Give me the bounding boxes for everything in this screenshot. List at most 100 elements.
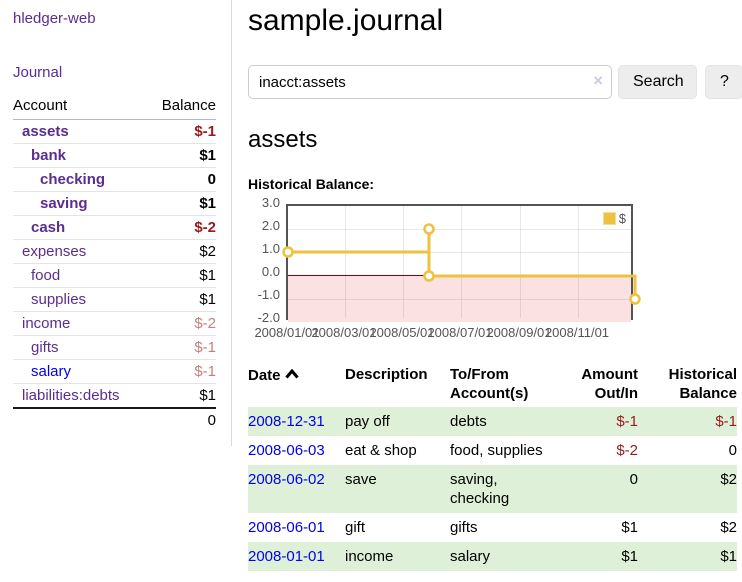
column-header-description[interactable]: Description [345,366,428,383]
y-tick: 3.0 [261,195,280,210]
account-title: assets [248,126,318,153]
x-tick: 2008/03/01 [311,325,377,340]
register-row: 2008-12-31 pay off debts $-1 $-1 [248,407,737,436]
account-row: salary $-1 [13,359,216,384]
account-row: supplies $1 [13,287,216,312]
x-tick: 2008/09/01 [486,325,552,340]
register-row: 2008-06-01 gift gifts $1 $2 [248,513,737,542]
account-row: assets $-1 [13,119,216,144]
x-tick: 2008/11/01 [544,325,610,340]
column-header-accounts[interactable]: To/From Account(s) [450,366,529,402]
account-link-salary[interactable]: salary [31,363,72,380]
transaction-date-link[interactable]: 2008-01-01 [248,548,325,565]
account-link-bank[interactable]: bank [31,147,67,164]
transaction-accounts: food, supplies [450,442,543,459]
account-row: checking 0 [13,167,216,192]
account-balance: $-1 [147,119,216,144]
register-row: 2008-06-02 save saving, checking 0 $2 [248,465,737,513]
brand-link[interactable]: hledger-web [13,10,96,27]
accounts-total-value: 0 [147,407,216,432]
main-content: sample.journal × Search ? assets Histori… [248,0,742,571]
y-tick: -1.0 [257,287,280,302]
account-row: food $1 [13,263,216,288]
transaction-amount: $-2 [616,442,638,459]
column-header-balance[interactable]: Historical Balance [668,366,737,402]
search-input[interactable] [248,65,612,99]
accounts-table: Account Balance assets $-1 bank $1 check… [13,94,216,432]
account-balance: $1 [147,383,216,409]
transaction-description: pay off [345,407,450,436]
account-balance: $-2 [147,215,216,240]
register-table: Date Description To/From Account(s) Amou… [248,362,737,571]
transaction-amount: $1 [555,542,646,571]
account-link-expenses[interactable]: expenses [22,243,87,260]
account-link-cash[interactable]: cash [31,219,66,236]
account-balance: $-1 [147,359,216,384]
x-tick: 2008/05/01 [369,325,435,340]
account-balance: $1 [147,263,216,288]
transaction-description: gift [345,519,366,536]
x-tick: 2008/01/01 [254,325,320,340]
gridline [288,229,631,230]
account-link-gifts[interactable]: gifts [31,339,59,356]
register-header-row: Date Description To/From Account(s) Amou… [248,362,737,407]
accounts-total-row: 0 [13,407,216,432]
gridline [520,206,521,318]
journal-link[interactable]: Journal [13,64,63,81]
help-button[interactable]: ? [705,65,742,99]
accounts-header-balance: Balance [147,94,216,120]
transaction-description: save [345,465,450,513]
chart-plot-area: $ [282,204,641,322]
balance-line-series [282,223,641,305]
transaction-amount: 0 [555,465,646,513]
legend-label: $ [618,211,626,226]
transaction-accounts: saving, checking [450,465,555,513]
transaction-accounts: debts [450,407,555,436]
transaction-amount: $-1 [555,407,646,436]
account-balance: $-2 [147,311,216,336]
transaction-balance: $2 [646,465,737,513]
account-row: gifts $-1 [13,335,216,360]
gridline [345,206,346,318]
transaction-balance: $-1 [646,407,737,436]
chart-legend: $ [600,210,628,227]
transaction-date-link[interactable]: 2008-12-31 [248,413,325,430]
transaction-date-link[interactable]: 2008-06-02 [248,471,325,488]
transaction-amount: $1 [621,519,638,536]
legend-swatch-icon [602,212,616,225]
account-row: cash $-2 [13,215,216,240]
column-header-amount[interactable]: Amount Out/In [581,366,638,402]
account-balance: $1 [147,143,216,168]
account-link-liabilities-debts[interactable]: liabilities:debts [22,387,120,404]
search-button[interactable]: Search [618,65,697,99]
gridline [288,252,631,253]
account-row: liabilities:debts $1 [13,383,216,409]
transaction-balance: $1 [646,542,737,571]
sidebar: hledger-web Journal Account Balance asse… [0,0,232,446]
transaction-date-link[interactable]: 2008-06-03 [248,442,325,459]
account-link-supplies[interactable]: supplies [31,291,87,308]
account-link-income[interactable]: income [22,315,71,332]
clear-search-icon[interactable]: × [593,71,603,90]
account-balance: $-1 [147,335,216,360]
column-header-date[interactable]: Date [248,362,345,407]
y-tick: 0.0 [261,264,280,279]
chart-label: Historical Balance: [248,176,375,192]
historical-balance-chart: 3.0 2.0 1.0 0.0 -1.0 -2.0 [248,195,668,344]
transaction-date-link[interactable]: 2008-06-01 [248,519,325,536]
sort-ascending-icon [284,365,299,384]
accounts-header-row: Account Balance [13,94,216,120]
gridline [578,206,579,318]
account-balance: 0 [147,167,216,192]
account-link-checking[interactable]: checking [40,171,106,188]
page-title: sample.journal [248,4,444,37]
account-row: saving $1 [13,191,216,216]
account-link-food[interactable]: food [31,267,61,284]
transaction-balance: 0 [728,442,737,459]
date-header-label: Date [248,367,281,384]
gridline [403,206,404,318]
register-row: 2008-01-01 income salary $1 $1 [248,542,737,571]
account-balance: $1 [147,287,216,312]
account-link-saving[interactable]: saving [40,195,88,212]
account-link-assets[interactable]: assets [22,123,69,140]
